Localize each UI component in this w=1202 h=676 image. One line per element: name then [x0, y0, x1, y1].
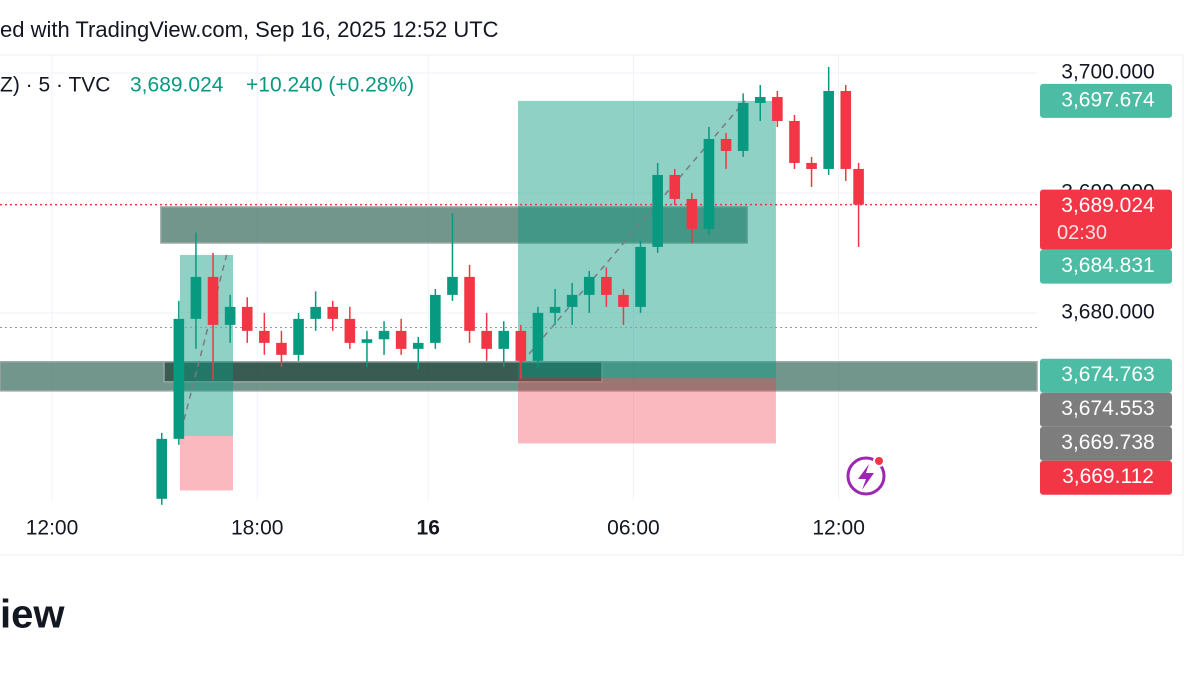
candle-body	[754, 96, 766, 103]
position-loss	[179, 435, 233, 491]
candle-body	[823, 90, 834, 169]
lightning-icon[interactable]	[846, 455, 886, 496]
candle-body	[498, 330, 510, 349]
candle-body	[481, 330, 492, 349]
candle-body	[310, 306, 321, 319]
candle-body	[515, 330, 527, 361]
candle-body	[430, 294, 441, 343]
price-label: 3,669.112	[1062, 465, 1154, 488]
x-tick-label: 06:00	[607, 517, 660, 540]
countdown: 02:30	[1057, 222, 1107, 244]
candle-body	[737, 102, 749, 151]
axes: 3,700.0003,690.0003,680.00012:0018:00160…	[26, 61, 1172, 540]
header-text: ed with TradingView.com, Sep 16, 2025 12…	[0, 17, 499, 42]
candle-body	[789, 120, 800, 163]
candle-body	[224, 306, 236, 325]
price-label: 3,669.738	[1061, 431, 1154, 454]
candle-body	[772, 96, 783, 121]
candle-body	[327, 306, 339, 319]
price-change: +10.240 (+0.28%)	[246, 74, 414, 97]
candle-body	[720, 138, 732, 151]
drawings	[0, 100, 1038, 491]
price-label-box	[1040, 249, 1172, 284]
candle-body	[395, 330, 407, 349]
candle-body	[583, 276, 595, 295]
price-label: 3,697.674	[1061, 88, 1155, 111]
candle-body	[344, 318, 356, 343]
price-label-box	[1040, 392, 1172, 427]
candle-body	[669, 174, 681, 199]
candle-body	[207, 276, 219, 325]
candle-body	[190, 276, 202, 319]
candle-body	[173, 318, 185, 439]
price-label-box	[1040, 189, 1172, 250]
candle-body	[703, 138, 715, 229]
price-label-box	[1040, 426, 1172, 461]
icon-bolt	[858, 464, 874, 490]
candle-body	[652, 174, 663, 247]
price-label: 3,684.831	[1061, 254, 1154, 277]
candle-body	[464, 276, 475, 331]
candle-body	[378, 330, 390, 340]
y-tick-label: 3,700.000	[1061, 61, 1154, 84]
last-price: 3,689.024	[130, 74, 224, 97]
price-label: 3,674.553	[1061, 397, 1154, 420]
x-tick-label: 12:00	[812, 517, 865, 540]
candle-body	[601, 276, 612, 295]
candle-body	[853, 168, 864, 205]
candle-body	[447, 276, 458, 295]
candle-body	[259, 330, 270, 343]
candles	[156, 66, 864, 505]
position-profit	[518, 100, 776, 379]
candle-body	[549, 306, 561, 313]
candle-body	[293, 318, 304, 355]
candle-body	[241, 306, 253, 331]
candle-body	[532, 312, 544, 361]
symbol: Z) · 5 · TVC	[0, 74, 110, 97]
price-label-box	[1040, 83, 1172, 118]
candle-body	[840, 90, 852, 169]
candle-body	[806, 162, 817, 169]
position-profit	[179, 254, 233, 436]
x-tick-label: 12:00	[26, 517, 79, 540]
price-label: 3,674.763	[1061, 363, 1154, 386]
footer-brand: iew	[0, 593, 65, 637]
grid	[0, 55, 1037, 500]
candle-body	[618, 294, 629, 307]
icon-dot	[873, 455, 885, 467]
zone	[160, 206, 748, 244]
candle-body	[412, 342, 424, 349]
y-tick-label: 3,680.000	[1061, 300, 1154, 323]
price-label: 3,689.024	[1061, 194, 1155, 217]
x-tick-label: 16	[417, 517, 440, 540]
x-tick-label: 18:00	[231, 517, 284, 540]
candle-body	[686, 198, 698, 229]
candle-body	[276, 342, 287, 355]
candle-body	[361, 339, 373, 343]
position-loss	[518, 378, 776, 444]
zone	[163, 361, 603, 383]
candle-body	[566, 294, 578, 307]
price-label-box	[1040, 460, 1172, 495]
price-label-box	[1040, 358, 1172, 393]
candle-body	[156, 438, 168, 499]
candle-body	[635, 246, 646, 307]
